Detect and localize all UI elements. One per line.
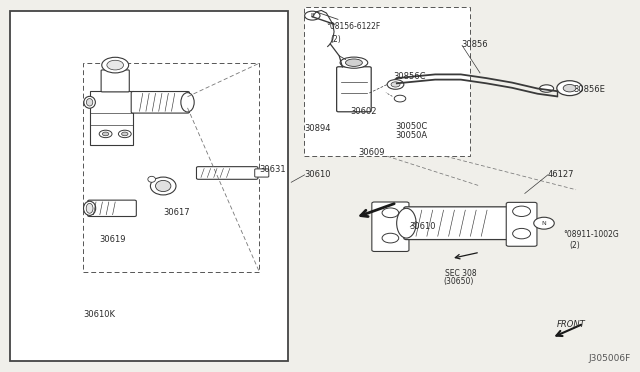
Text: SEC 308: SEC 308 xyxy=(445,269,476,278)
Circle shape xyxy=(391,82,400,87)
Text: 30610K: 30610K xyxy=(83,310,115,319)
FancyBboxPatch shape xyxy=(372,202,409,251)
FancyBboxPatch shape xyxy=(337,67,371,112)
Text: 30856C: 30856C xyxy=(394,72,426,81)
FancyBboxPatch shape xyxy=(404,207,511,240)
Text: (2): (2) xyxy=(569,241,580,250)
Text: °08911-1002G: °08911-1002G xyxy=(563,230,619,239)
Ellipse shape xyxy=(148,176,156,182)
Text: 30610: 30610 xyxy=(410,222,436,231)
Text: 30609: 30609 xyxy=(358,148,385,157)
FancyBboxPatch shape xyxy=(101,70,129,92)
Circle shape xyxy=(513,228,531,239)
Circle shape xyxy=(99,130,112,138)
Circle shape xyxy=(534,217,554,229)
FancyBboxPatch shape xyxy=(10,11,288,361)
Text: 30631: 30631 xyxy=(259,165,286,174)
FancyBboxPatch shape xyxy=(196,167,258,179)
Ellipse shape xyxy=(86,203,93,213)
Text: 30619: 30619 xyxy=(99,235,125,244)
Text: 30894: 30894 xyxy=(304,124,330,133)
Circle shape xyxy=(513,206,531,217)
Text: 30050A: 30050A xyxy=(396,131,428,140)
Ellipse shape xyxy=(150,177,176,195)
Text: (2): (2) xyxy=(330,35,341,44)
FancyBboxPatch shape xyxy=(88,200,136,217)
Ellipse shape xyxy=(346,59,362,67)
Text: N: N xyxy=(541,221,547,226)
Ellipse shape xyxy=(540,85,554,92)
Ellipse shape xyxy=(340,57,368,68)
Circle shape xyxy=(563,84,576,92)
Circle shape xyxy=(382,208,399,218)
Ellipse shape xyxy=(181,93,194,112)
Ellipse shape xyxy=(83,201,96,215)
Text: 30602: 30602 xyxy=(351,107,377,116)
Text: 30856: 30856 xyxy=(461,40,488,49)
Circle shape xyxy=(387,80,404,89)
Text: 46127: 46127 xyxy=(547,170,573,179)
Circle shape xyxy=(122,132,128,136)
FancyBboxPatch shape xyxy=(304,7,470,156)
Ellipse shape xyxy=(84,96,95,108)
Text: 30856E: 30856E xyxy=(573,85,605,94)
Text: 30050C: 30050C xyxy=(396,122,428,131)
Circle shape xyxy=(557,81,582,96)
Text: 30617: 30617 xyxy=(163,208,190,217)
Circle shape xyxy=(305,11,320,20)
Text: 30610: 30610 xyxy=(304,170,330,179)
Circle shape xyxy=(102,132,109,136)
Text: B: B xyxy=(310,13,314,18)
FancyBboxPatch shape xyxy=(131,92,189,113)
Circle shape xyxy=(118,130,131,138)
FancyBboxPatch shape xyxy=(506,202,537,246)
Circle shape xyxy=(394,95,406,102)
Text: J305006F: J305006F xyxy=(588,354,630,363)
FancyBboxPatch shape xyxy=(255,169,269,177)
FancyBboxPatch shape xyxy=(90,91,133,145)
Ellipse shape xyxy=(86,99,93,106)
Text: FRONT: FRONT xyxy=(557,320,586,329)
Ellipse shape xyxy=(397,208,416,238)
Circle shape xyxy=(382,233,399,243)
Circle shape xyxy=(107,60,124,70)
Ellipse shape xyxy=(156,180,171,192)
Text: (30650): (30650) xyxy=(444,277,474,286)
Text: °08156-6122F: °08156-6122F xyxy=(326,22,381,31)
Circle shape xyxy=(102,57,129,73)
